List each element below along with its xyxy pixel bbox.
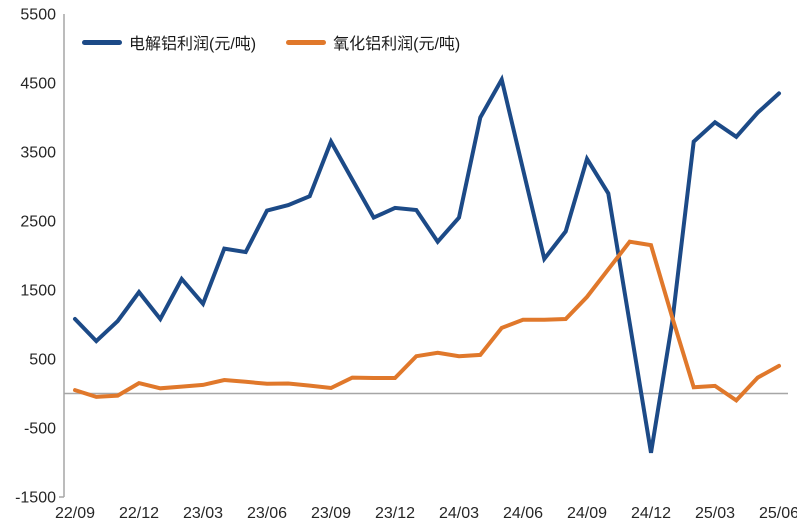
- legend-item-alumina: 氧化铝利润(元/吨): [286, 30, 460, 54]
- y-tick-label: 3500: [20, 145, 56, 162]
- legend-label-alumina: 氧化铝利润(元/吨): [333, 36, 461, 53]
- x-tick-label: 24/06: [503, 505, 543, 522]
- y-tick-label: 2500: [20, 214, 56, 231]
- y-tick-label: 500: [29, 352, 56, 369]
- x-tick-label: 22/12: [119, 505, 159, 522]
- x-tick-label: 25/06: [759, 505, 797, 522]
- series-layer: [73, 74, 781, 454]
- axes-layer: [59, 14, 788, 498]
- series-line-1: [73, 239, 781, 404]
- x-tick-label: 25/03: [695, 505, 735, 522]
- y-tick-label: 5500: [20, 7, 56, 24]
- x-tick-label: 24/03: [439, 505, 479, 522]
- x-tick-label: 24/09: [567, 505, 607, 522]
- y-tick-label: -1500: [15, 490, 56, 507]
- series-line-0: [73, 74, 781, 454]
- x-tick-label: 22/09: [55, 505, 95, 522]
- x-tick-label: 23/03: [183, 505, 223, 522]
- x-tick-label: 23/09: [311, 505, 351, 522]
- y-tick-label: 1500: [20, 283, 56, 300]
- y-tick-label: -500: [24, 421, 56, 438]
- legend-label-electrolytic-aluminum: 电解铝利润(元/吨): [129, 36, 257, 53]
- y-tick-label: 4500: [20, 76, 56, 93]
- legend-line-swatch-blue: [82, 39, 122, 45]
- x-tick-label: 23/12: [375, 505, 415, 522]
- x-tick-label: 24/12: [631, 505, 671, 522]
- legend-item-electrolytic-aluminum: 电解铝利润(元/吨): [82, 30, 256, 54]
- legend-line-swatch-orange: [286, 39, 327, 45]
- x-tick-label: 23/06: [247, 505, 287, 522]
- chart-legend: 电解铝利润(元/吨) 氧化铝利润(元/吨): [82, 30, 460, 54]
